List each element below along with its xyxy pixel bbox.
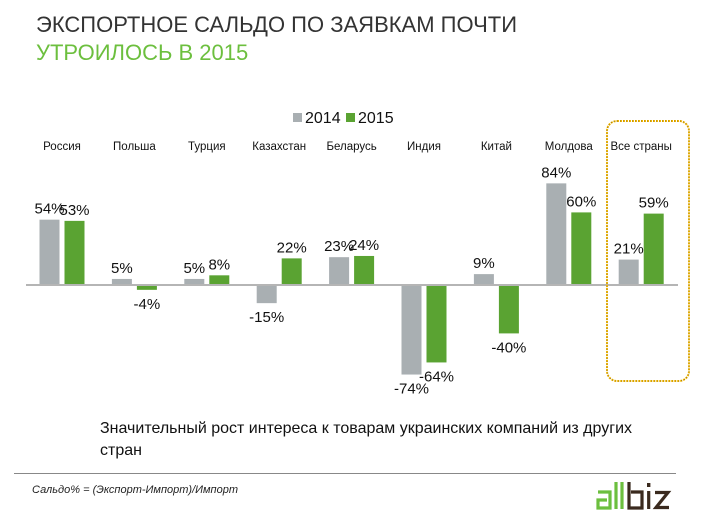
bar-2015	[571, 212, 592, 285]
value-label-2014: -15%	[249, 309, 284, 326]
bar-2014	[39, 219, 60, 285]
legend-label-2015: 2015	[358, 110, 394, 127]
caption: Значительный рост интереса к товарам укр…	[100, 420, 633, 459]
category-labels: Россия Польша Турция Казахстан Беларусь Индия…	[43, 141, 672, 153]
bar-chart: 2014 2015 Россия Польша Турция Казахстан Бела…	[26, 110, 690, 398]
value-label-2015: 53%	[59, 202, 89, 219]
highlight-box-inner	[606, 120, 690, 382]
value-label-2014: 84%	[541, 164, 571, 181]
category-label: Казахстан	[252, 141, 306, 153]
allbiz-logo	[596, 482, 672, 510]
value-label-2014: -74%	[394, 381, 429, 398]
legend-label-2014: 2014	[305, 110, 341, 127]
bar-2014	[546, 183, 567, 285]
value-label-2015: 22%	[277, 239, 307, 256]
legend: 2014 2015	[293, 110, 394, 127]
title-line-1: ЭКСПОРТНОЕ САЛЬДО ПО ЗАЯВКАМ ПОЧТИ	[36, 12, 518, 37]
bars	[39, 183, 664, 375]
bar-2014	[473, 274, 494, 285]
bar-2015	[209, 275, 230, 285]
formula-note: Сальдо% = (Экспорт-Импорт)/Импорт	[32, 484, 238, 496]
bar-2015	[136, 285, 157, 290]
bar-2014	[329, 257, 350, 285]
category-label: Польша	[113, 141, 156, 153]
value-label-2014: 23%	[324, 238, 354, 255]
value-label-2014: 5%	[183, 260, 205, 277]
value-label-2014: 9%	[473, 255, 495, 272]
value-label-2015: 60%	[566, 193, 596, 210]
category-label: Россия	[43, 141, 81, 153]
footer-divider	[14, 473, 676, 474]
value-label-2014: 5%	[111, 260, 133, 277]
value-label-2014: 54%	[34, 201, 64, 218]
bar-2014	[111, 278, 132, 285]
bar-2015	[498, 285, 519, 334]
category-label: Беларусь	[326, 141, 376, 153]
value-label-2015: -64%	[419, 368, 454, 385]
bar-2014	[184, 278, 205, 285]
bar-2015	[354, 255, 375, 285]
value-label-2015: -40%	[491, 339, 526, 356]
value-label-2015: 8%	[208, 256, 230, 273]
title-line-2: УТРОИЛОСЬ В 2015	[36, 40, 249, 65]
bar-2014	[618, 259, 639, 285]
category-label: Молдова	[545, 141, 594, 153]
category-label: Все страны	[610, 141, 671, 153]
category-label: Индия	[407, 141, 441, 153]
value-label-2015: -4%	[134, 296, 161, 313]
value-label-2015: 59%	[639, 195, 669, 212]
category-label: Китай	[481, 141, 512, 153]
bar-2015	[643, 213, 664, 285]
legend-swatch-2015	[346, 113, 355, 122]
bar-2015	[426, 285, 447, 363]
bar-2015	[64, 220, 85, 285]
bar-2014	[401, 285, 422, 375]
category-label: Турция	[188, 141, 226, 153]
bar-2014	[256, 285, 277, 304]
legend-swatch-2014	[293, 113, 302, 122]
value-label-2015: 24%	[349, 237, 379, 254]
value-label-2014: 21%	[614, 241, 644, 258]
bar-2015	[281, 258, 302, 285]
value-labels: 54%53%5%-4%5% 8%-15%22% 23%24%-74%-64%9%-4…	[34, 164, 668, 397]
